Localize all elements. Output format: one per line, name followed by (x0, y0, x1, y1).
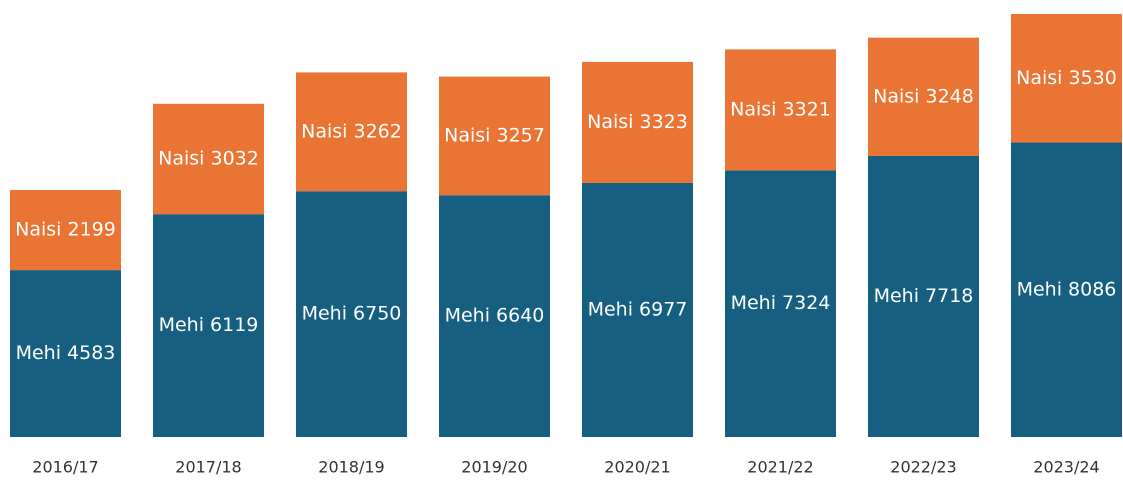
bar-segment (296, 72, 407, 192)
bar-segment (725, 170, 836, 437)
data-label: Mehi 6640 (445, 305, 545, 327)
bar-segment (10, 190, 121, 271)
bar-segment (725, 49, 836, 171)
data-label: Naisi 3032 (158, 147, 259, 169)
data-label: Naisi 3323 (587, 111, 688, 133)
x-tick-label: 2018/19 (318, 458, 384, 477)
data-label: Mehi 8086 (1017, 278, 1117, 300)
bar-segment (10, 270, 121, 437)
data-label: Naisi 3262 (301, 120, 402, 142)
bar-segment (582, 61, 693, 183)
x-tick-label: 2023/24 (1033, 458, 1099, 477)
data-label: Naisi 3248 (873, 85, 974, 107)
bar-segment (439, 195, 550, 437)
bar-segment (1011, 142, 1122, 438)
x-tick-label: 2020/21 (604, 458, 670, 477)
bar-segment (868, 37, 979, 156)
data-label: Naisi 3321 (730, 98, 831, 120)
data-label: Mehi 6977 (588, 298, 688, 320)
data-label: Naisi 2199 (15, 219, 116, 241)
x-tick-label: 2017/18 (175, 458, 241, 477)
x-tick-label: 2022/23 (890, 458, 956, 477)
x-tick-label: 2021/22 (747, 458, 813, 477)
data-label: Mehi 7718 (874, 285, 974, 307)
data-label: Mehi 6750 (302, 303, 402, 325)
data-label: Mehi 7324 (731, 292, 831, 314)
bar-segment (296, 191, 407, 437)
data-label: Mehi 6119 (159, 314, 259, 336)
data-label: Mehi 4583 (16, 342, 116, 364)
bar-segment (582, 182, 693, 437)
data-label: Naisi 3530 (1016, 67, 1117, 89)
data-label: Naisi 3257 (444, 124, 545, 146)
bar-segment (868, 155, 979, 438)
bar-segment (439, 76, 550, 196)
bar-segment (1011, 14, 1122, 143)
x-tick-label: 2016/17 (32, 458, 98, 477)
x-tick-label: 2019/20 (461, 458, 527, 477)
bar-segment (153, 103, 264, 215)
bar-segment (153, 214, 264, 437)
